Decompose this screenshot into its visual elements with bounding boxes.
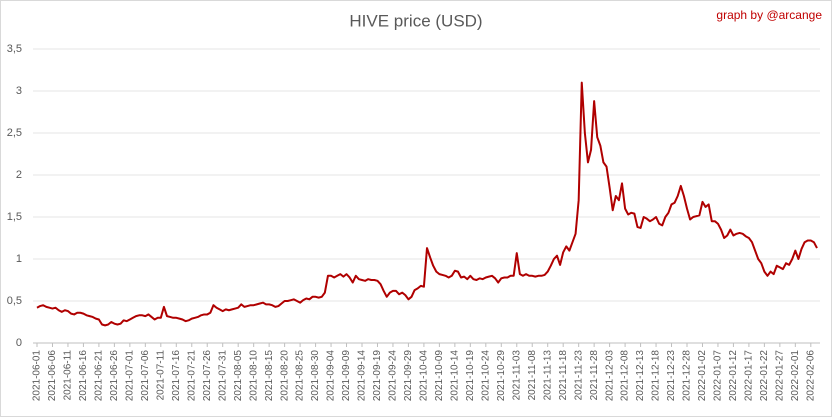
x-tick-label: 2022-01-27 [774,350,785,402]
x-tick-label: 2021-12-18 [651,350,662,402]
y-tick-label: 1 [16,253,22,265]
x-tick-label: 2021-06-06 [47,350,58,402]
x-tick-label: 2021-12-23 [666,350,677,402]
x-tick-label: 2021-11-23 [573,350,584,401]
x-tick-label: 2021-08-05 [233,350,244,402]
x-tick-label: 2021-09-14 [357,350,368,402]
x-tick-label: 2021-08-25 [295,350,306,402]
x-tick-label: 2021-09-04 [326,350,337,402]
x-tick-label: 2021-09-09 [341,350,352,402]
x-tick-label: 2022-01-22 [759,350,770,402]
price-line [36,81,818,327]
x-tick-label: 2021-08-30 [310,350,321,402]
x-tick-label: 2021-06-11 [63,350,74,401]
y-tick-label: 0 [16,337,22,349]
x-tick-label: 2021-11-08 [527,350,538,401]
x-tick-label: 2021-09-29 [403,350,414,402]
x-tick-label: 2021-12-28 [682,350,693,402]
x-tick-label: 2021-10-29 [496,350,507,402]
y-tick-label: 3,5 [7,43,22,55]
x-tick-label: 2022-01-02 [697,350,708,402]
x-tick-label: 2021-07-01 [124,350,135,402]
x-tick-label: 2021-06-01 [32,350,43,402]
x-tick-label: 2021-10-24 [480,350,491,402]
x-tick-label: 2021-12-08 [620,350,631,402]
x-tick-label: 2021-07-21 [186,350,197,402]
x-tick-label: 2022-01-17 [744,350,755,402]
x-tick-label: 2021-07-11 [155,350,166,401]
y-tick-label: 0,5 [7,295,22,307]
annotation: graph by @arcange [716,8,822,22]
chart-title: HIVE price (USD) [349,11,482,30]
y-tick-label: 2 [16,169,22,181]
x-tick-label: 2021-10-09 [434,350,445,402]
y-tick-label: 2,5 [7,127,22,139]
x-tick-label: 2022-02-01 [790,350,801,402]
x-tick-label: 2021-10-19 [465,350,476,402]
x-tick-label: 2021-09-19 [372,350,383,402]
x-tick-label: 2022-01-07 [713,350,724,402]
x-tick-label: 2021-12-03 [604,350,615,402]
x-tick-label: 2021-11-18 [558,350,569,401]
x-tick-label: 2021-11-13 [542,350,553,401]
x-tick-label: 2021-07-06 [140,350,151,402]
x-tick-label: 2021-07-26 [202,350,213,402]
x-tick-label: 2022-01-12 [728,350,739,402]
x-tick-label: 2021-06-16 [78,350,89,402]
x-tick-label: 2021-07-31 [217,350,228,402]
x-tick-label: 2021-07-16 [171,350,182,402]
x-tick-label: 2021-08-10 [248,350,259,402]
y-tick-label: 3 [16,85,22,97]
x-tick-label: 2021-12-13 [635,350,646,402]
x-tick-label: 2021-10-14 [449,350,460,402]
x-tick-label: 2021-10-04 [419,350,430,402]
x-tick-label: 2021-08-20 [279,350,290,402]
x-tick-label: 2021-06-21 [94,350,105,402]
y-tick-label: 1,5 [7,211,22,223]
x-tick-label: 2021-08-15 [264,350,275,402]
x-tick-label: 2022-02-06 [805,350,816,402]
x-tick-label: 2021-06-26 [109,350,120,402]
x-tick-label: 2021-09-24 [388,350,399,402]
x-tick-label: 2021-11-03 [511,350,522,401]
x-tick-label: 2021-11-28 [589,350,600,401]
